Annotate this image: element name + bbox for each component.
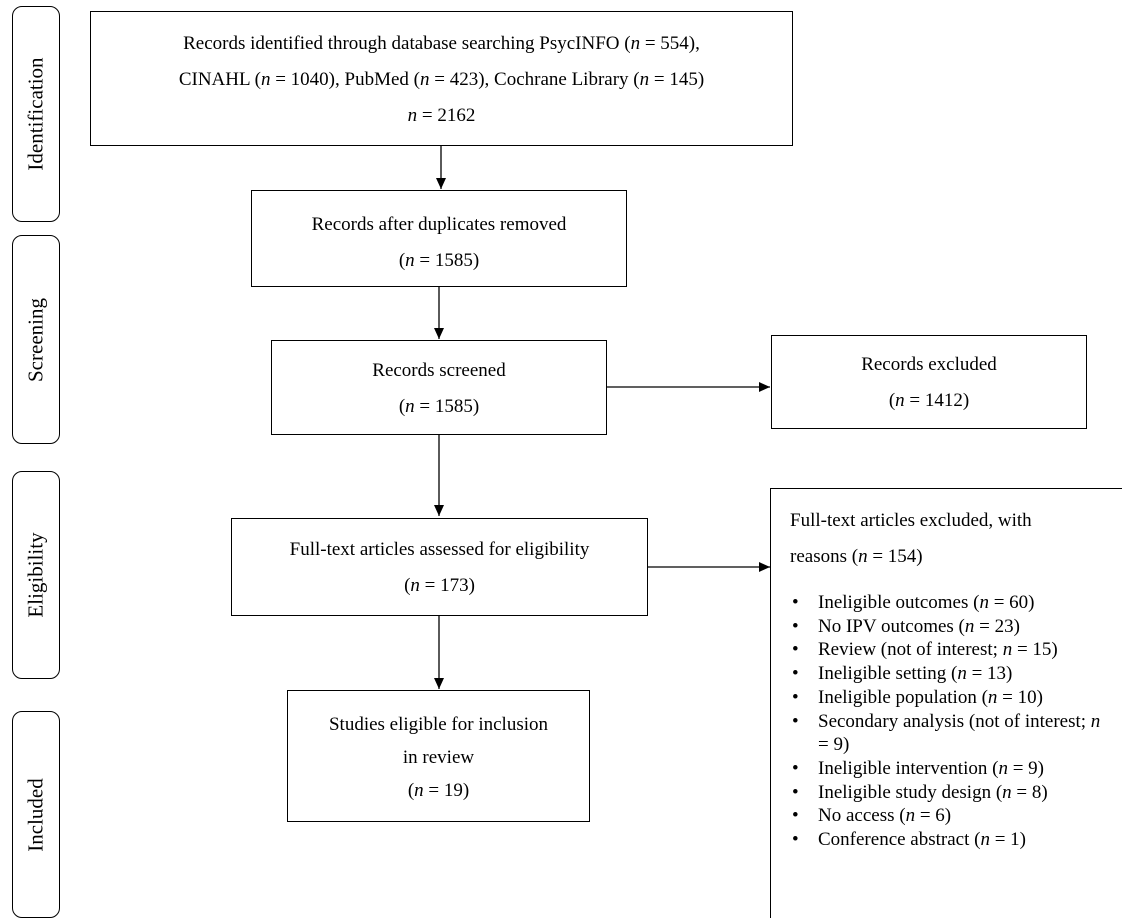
reason-item: Ineligible intervention (n = 9) bbox=[790, 757, 1122, 781]
stage-eligibility: Eligibility bbox=[12, 471, 60, 679]
reasons-header-2: reasons (n = 154) bbox=[790, 546, 923, 567]
excluded-line-2: (n = 1412) bbox=[888, 390, 970, 411]
reasons-list: Ineligible outcomes (n = 60) No IPV outc… bbox=[790, 591, 1122, 852]
reasons-header-1: Full-text articles excluded, with bbox=[790, 510, 1032, 531]
stage-included: Included bbox=[12, 711, 60, 918]
reason-item: Review (not of interest; n = 15) bbox=[790, 638, 1122, 662]
fulltext-line-1: Full-text articles assessed for eligibil… bbox=[289, 539, 590, 560]
box-fulltext-assessed: Full-text articles assessed for eligibil… bbox=[231, 518, 648, 616]
stage-identification: Identification bbox=[12, 6, 60, 222]
box-records-identified: Records identified through database sear… bbox=[90, 11, 793, 146]
reason-item: No access (n = 6) bbox=[790, 804, 1122, 828]
reason-item: Ineligible outcomes (n = 60) bbox=[790, 591, 1122, 615]
deduplicated-line-2: (n = 1585) bbox=[398, 250, 480, 271]
reason-item: Ineligible setting (n = 13) bbox=[790, 662, 1122, 686]
stage-screening: Screening bbox=[12, 235, 60, 444]
included-line-2: in review bbox=[402, 747, 475, 768]
box-fulltext-excluded: Full-text articles excluded, with reason… bbox=[770, 488, 1122, 918]
included-line-3: (n = 19) bbox=[407, 780, 470, 801]
reason-item: Secondary analysis (not of interest; n =… bbox=[790, 710, 1122, 757]
box-studies-included: Studies eligible for inclusion in review… bbox=[287, 690, 590, 822]
included-line-1: Studies eligible for inclusion bbox=[328, 714, 548, 735]
screened-line-1: Records screened bbox=[372, 360, 506, 381]
identified-line-3: n = 2162 bbox=[407, 105, 476, 126]
reason-item: Conference abstract (n = 1) bbox=[790, 828, 1122, 852]
deduplicated-line-1: Records after duplicates removed bbox=[311, 214, 567, 235]
reason-item: No IPV outcomes (n = 23) bbox=[790, 615, 1122, 639]
excluded-line-1: Records excluded bbox=[861, 354, 997, 375]
reason-item: Ineligible population (n = 10) bbox=[790, 686, 1122, 710]
screened-line-2: (n = 1585) bbox=[398, 396, 480, 417]
fulltext-line-2: (n = 173) bbox=[404, 575, 475, 596]
box-records-excluded: Records excluded (n = 1412) bbox=[771, 335, 1087, 429]
identified-line-2: CINAHL (n = 1040), PubMed (n = 423), Coc… bbox=[178, 69, 705, 90]
reason-item: Ineligible study design (n = 8) bbox=[790, 781, 1122, 805]
box-duplicates-removed: Records after duplicates removed (n = 15… bbox=[251, 190, 627, 287]
identified-line-1: Records identified through database sear… bbox=[183, 33, 700, 54]
box-records-screened: Records screened (n = 1585) bbox=[271, 340, 607, 435]
